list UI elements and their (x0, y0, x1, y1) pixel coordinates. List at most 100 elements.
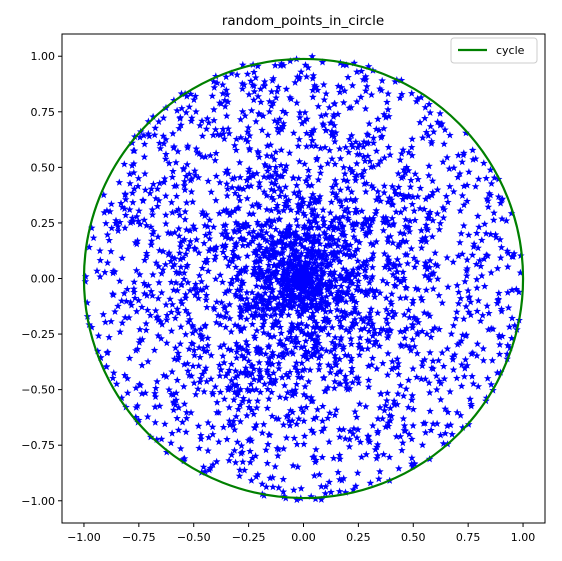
scatter-point (308, 335, 316, 343)
scatter-point (269, 293, 278, 301)
scatter-point (212, 243, 220, 251)
scatter-point (277, 59, 286, 67)
scatter-point (163, 316, 171, 324)
scatter-point (171, 314, 180, 322)
scatter-point (328, 250, 337, 258)
scatter-point (112, 380, 121, 388)
scatter-point (462, 266, 471, 274)
scatter-point (224, 234, 233, 242)
scatter-point (396, 156, 404, 164)
scatter-point (378, 414, 387, 422)
scatter-point (463, 181, 471, 189)
scatter-point (267, 240, 275, 248)
scatter-point (362, 87, 370, 95)
scatter-point (292, 333, 300, 341)
scatter-point (341, 434, 350, 442)
scatter-point (404, 403, 413, 411)
scatter-point (142, 221, 151, 229)
scatter-point (184, 278, 192, 286)
scatter-point (290, 302, 298, 310)
scatter-point (291, 78, 299, 86)
scatter-point (453, 308, 461, 316)
scatter-point (386, 232, 395, 240)
scatter-point (295, 301, 303, 309)
scatter-point (133, 401, 142, 410)
scatter-point (291, 280, 300, 288)
scatter-point (453, 374, 461, 382)
scatter-point (360, 324, 369, 332)
scatter-point (243, 341, 252, 349)
scatter-point (283, 275, 292, 283)
scatter-point (320, 217, 328, 225)
scatter-point (510, 249, 518, 257)
scatter-point (236, 466, 244, 474)
scatter-point (402, 341, 410, 349)
scatter-point (176, 255, 185, 263)
scatter-point (278, 373, 286, 381)
x-tick-label: 0.25 (346, 531, 371, 544)
scatter-point (334, 241, 342, 250)
scatter-point (289, 240, 298, 248)
scatter-point (201, 231, 210, 239)
scatter-point (465, 293, 473, 302)
scatter-point (154, 316, 162, 324)
scatter-point (307, 193, 315, 202)
scatter-point (117, 394, 126, 402)
scatter-point (394, 370, 403, 378)
scatter-point (267, 375, 275, 383)
scatter-point (336, 368, 344, 376)
scatter-point (227, 327, 235, 336)
scatter-point (195, 248, 203, 257)
scatter-point (326, 119, 335, 127)
scatter-point (173, 414, 181, 422)
scatter-point (427, 137, 436, 145)
scatter-point (197, 431, 205, 439)
scatter-point (292, 420, 301, 428)
scatter-point (182, 172, 190, 180)
scatter-point (477, 262, 485, 270)
scatter-point (130, 285, 138, 293)
scatter-point (362, 313, 370, 321)
scatter-point (149, 227, 158, 235)
scatter-point (389, 238, 397, 247)
scatter-point (188, 329, 197, 337)
scatter-point (245, 90, 253, 98)
scatter-point (107, 224, 116, 232)
scatter-point (258, 323, 267, 331)
scatter-point (153, 377, 161, 385)
scatter-point (417, 237, 425, 245)
scatter-point (335, 425, 344, 433)
scatter-point (341, 372, 350, 380)
scatter-point (265, 266, 273, 274)
scatter-point (344, 214, 352, 222)
scatter-point (379, 276, 387, 284)
scatter-point (353, 433, 361, 442)
scatter-point (298, 195, 307, 203)
scatter-point (292, 228, 300, 236)
scatter-point (292, 215, 301, 223)
scatter-point (308, 127, 316, 135)
scatter-point (250, 266, 258, 274)
scatter-point (186, 176, 195, 184)
scatter-point (263, 151, 271, 159)
scatter-point (107, 200, 116, 208)
scatter-point (254, 275, 263, 283)
scatter-point (219, 423, 228, 431)
scatter-point (147, 287, 155, 295)
scatter-point (242, 306, 251, 314)
scatter-point (318, 293, 326, 302)
scatter-point (307, 280, 315, 288)
scatter-point (216, 371, 224, 380)
scatter-point (291, 389, 299, 398)
scatter-point (256, 367, 264, 375)
scatter-point (358, 207, 366, 215)
scatter-point (178, 104, 186, 112)
scatter-point (188, 198, 197, 206)
scatter-point (311, 266, 320, 275)
scatter-point (382, 315, 391, 323)
scatter-point (363, 336, 372, 344)
scatter-point (256, 372, 264, 380)
scatter-point (399, 172, 408, 180)
scatter-point (252, 251, 261, 259)
scatter-point (253, 218, 262, 226)
